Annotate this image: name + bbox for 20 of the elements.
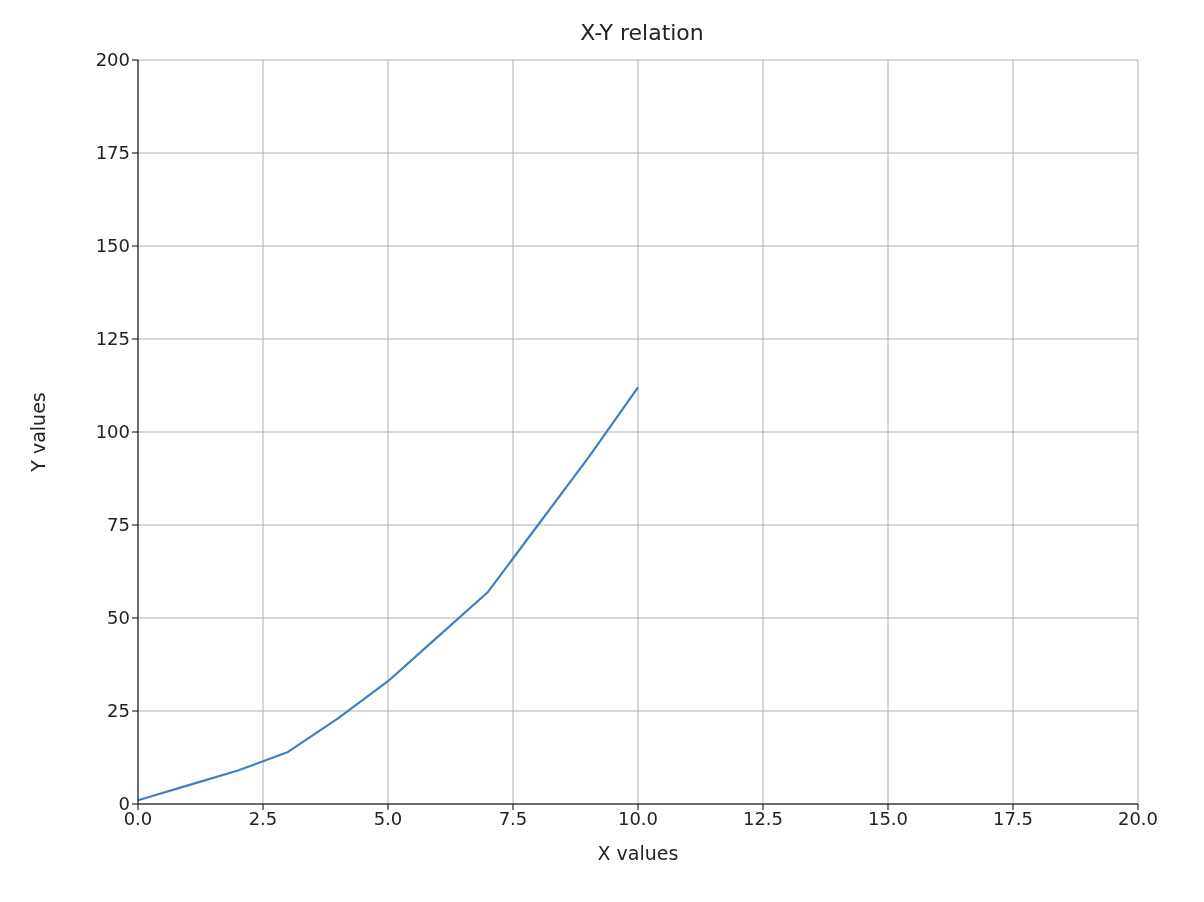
x-tick-label: 10.0 <box>617 807 659 829</box>
y-tick-label: 175 <box>95 142 130 164</box>
y-tick-label: 150 <box>95 235 130 257</box>
x-tick-label: 20.0 <box>1117 807 1159 829</box>
y-axis-title: Y values <box>26 392 49 473</box>
y-tick-label: 100 <box>95 421 130 443</box>
x-axis-title: X values <box>597 842 679 864</box>
y-tick-label: 25 <box>107 700 130 722</box>
y-tick-label: 75 <box>107 514 130 536</box>
y-tick-label: 50 <box>107 607 130 629</box>
y-tick-label: 125 <box>95 328 130 350</box>
chart-title: X-Y relation <box>579 20 705 45</box>
x-tick-label: 12.5 <box>742 807 784 829</box>
x-tick-label: 17.5 <box>992 807 1034 829</box>
x-tick-label: 15.0 <box>867 807 909 829</box>
x-tick-label: 7.5 <box>498 807 528 829</box>
x-tick-label: 5.0 <box>373 807 403 829</box>
y-tick-label: 200 <box>95 49 130 71</box>
x-tick-label: 2.5 <box>248 807 278 829</box>
line-series <box>138 386 640 802</box>
